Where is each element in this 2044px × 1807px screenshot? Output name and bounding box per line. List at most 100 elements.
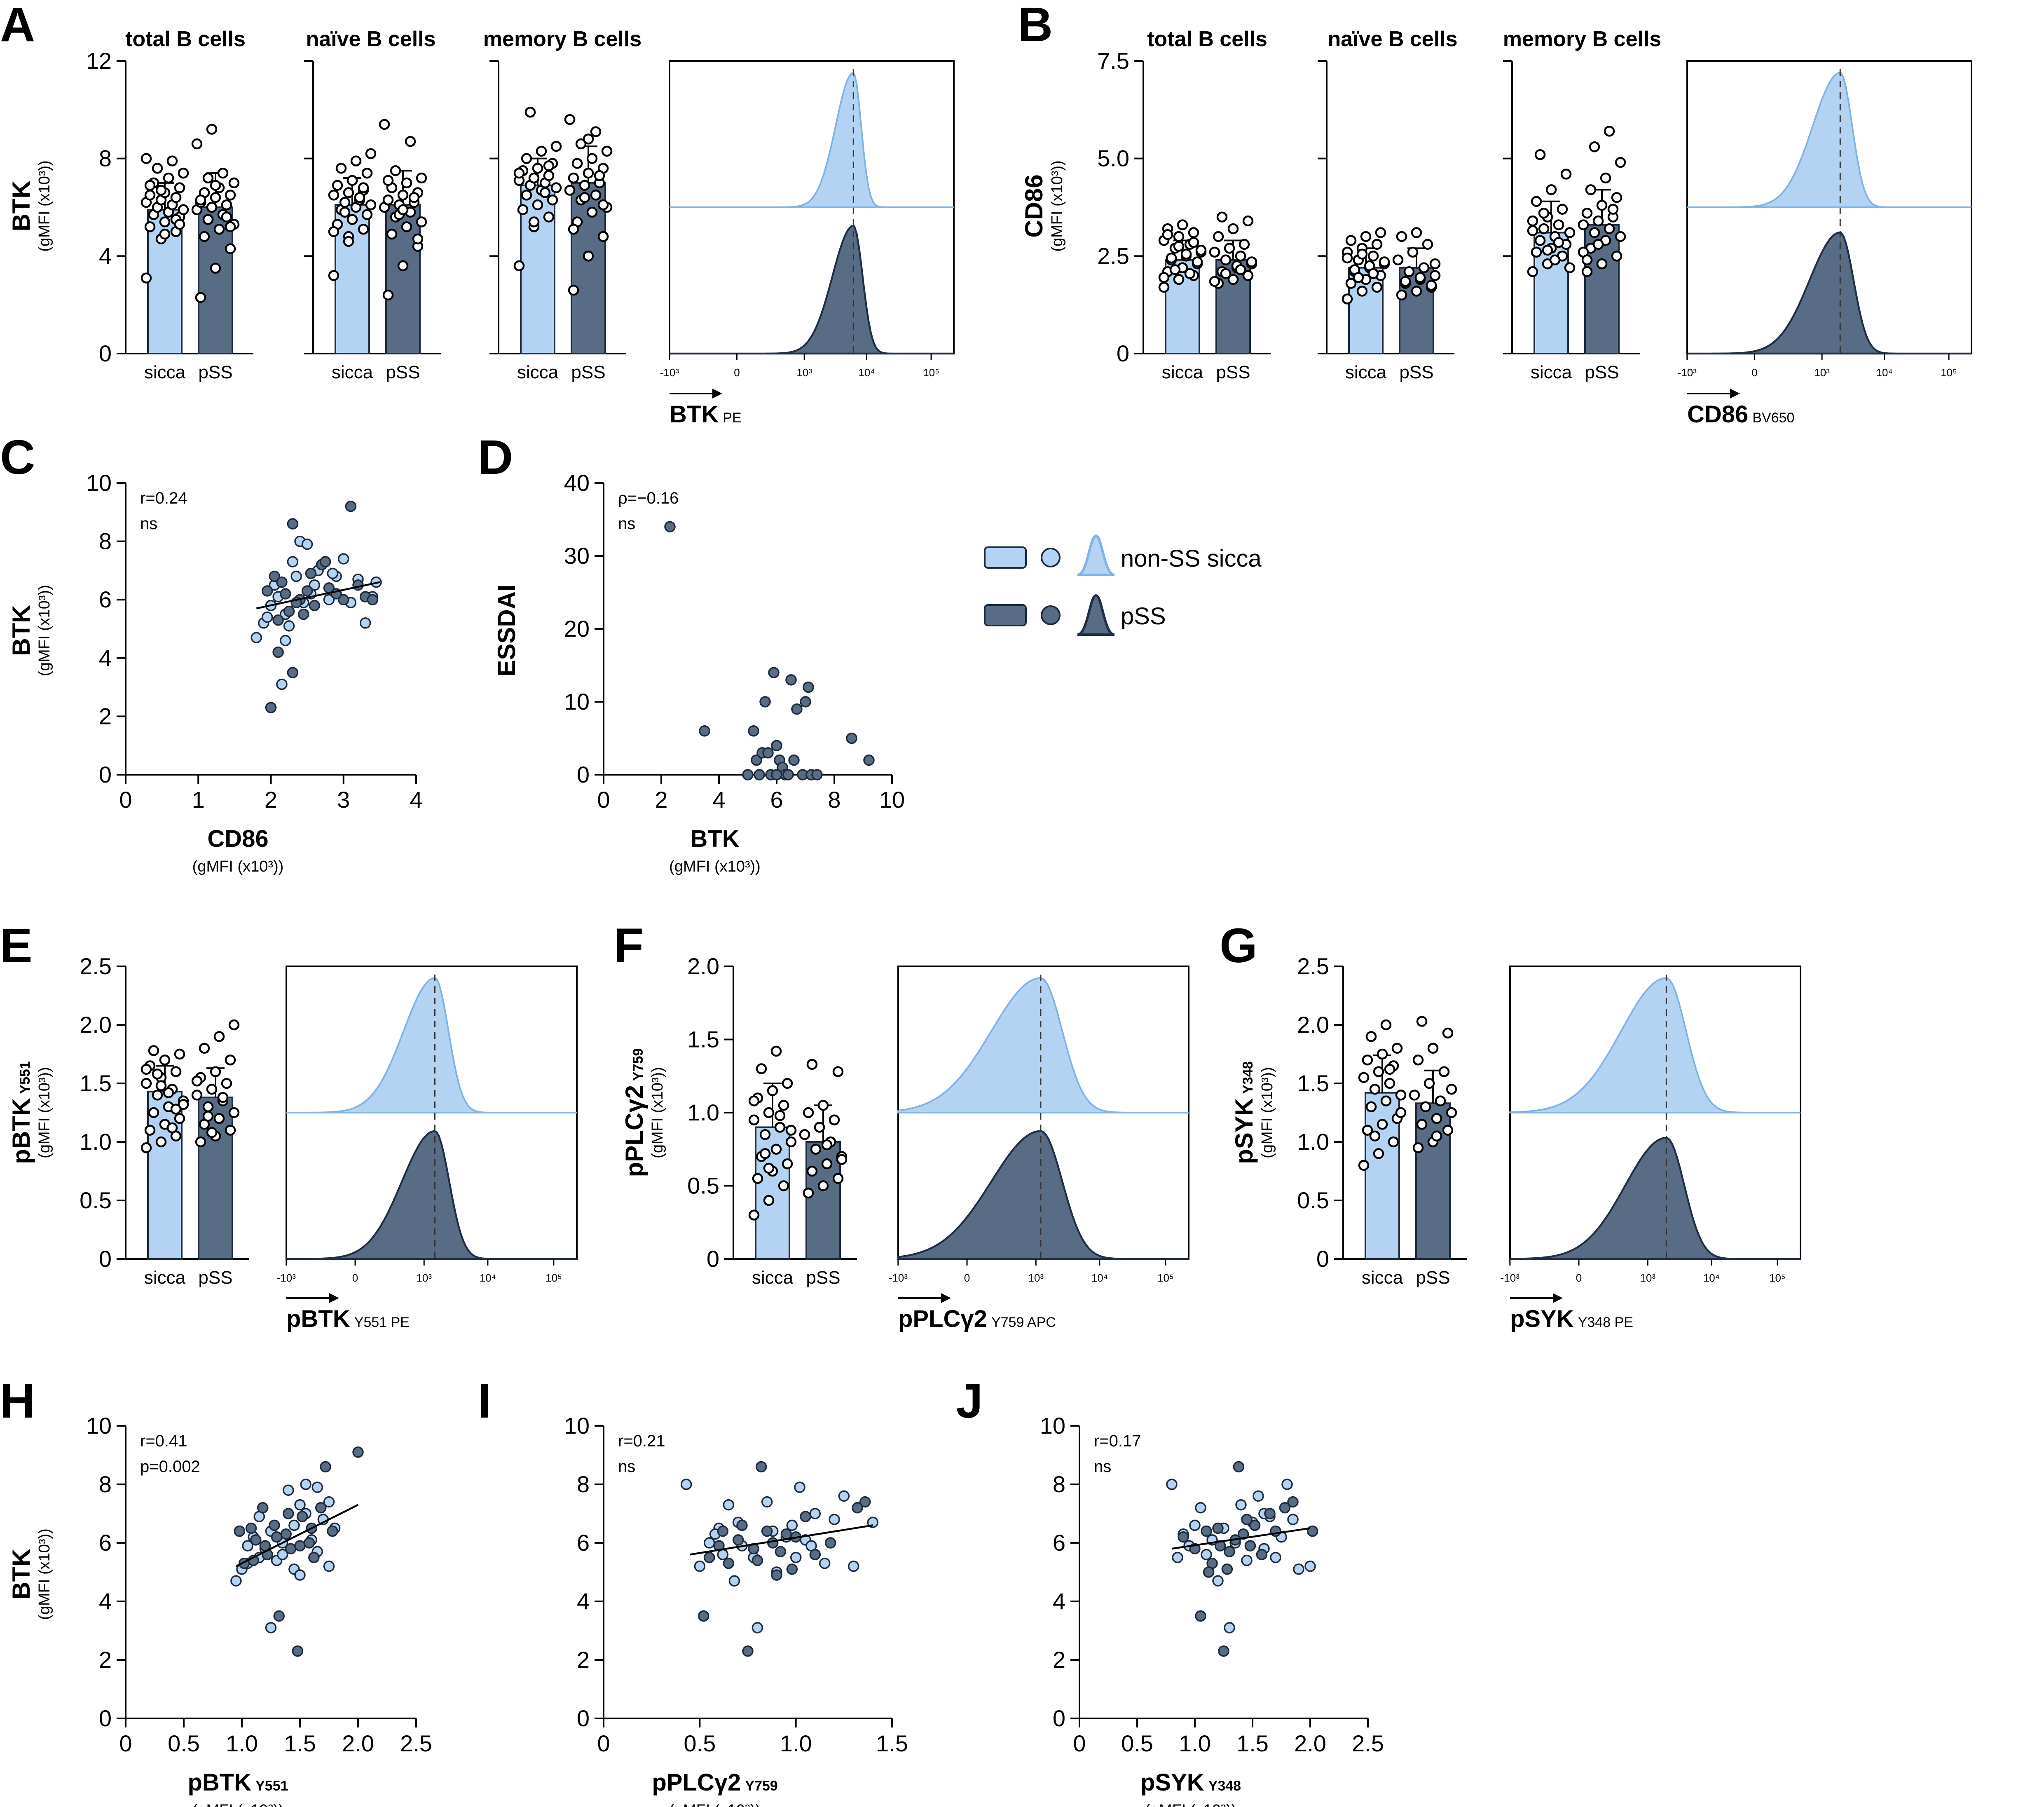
sicca-histogram — [1687, 72, 1971, 208]
pss-histogram — [1687, 232, 1971, 355]
data-point — [1188, 227, 1199, 238]
y-tick-label: 2.0 — [687, 953, 719, 979]
sicca-point — [1270, 1552, 1281, 1563]
data-point — [144, 1125, 156, 1136]
data-point — [579, 180, 590, 191]
y-axis-label: pPLCγ2Y759 — [620, 1048, 648, 1177]
panel-b-cd86-histogram: -10³ 0 10³ 10⁴ 10⁵ CD86 BV650 — [1678, 60, 1972, 428]
x-tick-label: 10⁴ — [1876, 366, 1892, 379]
data-point — [178, 1099, 189, 1110]
data-point — [1184, 268, 1196, 279]
data-point — [144, 190, 156, 201]
x-tick-label: 1.0 — [780, 1730, 812, 1756]
data-point — [1589, 227, 1600, 238]
pss-point — [780, 1528, 792, 1540]
data-point — [756, 1063, 767, 1074]
category-label: sicca — [1162, 362, 1203, 382]
data-point — [1527, 225, 1538, 237]
data-point — [159, 1054, 171, 1066]
pss-point — [846, 732, 857, 744]
data-point — [517, 204, 529, 216]
data-point — [148, 1107, 159, 1118]
sicca-point — [242, 1540, 253, 1552]
x-tick-label: -10³ — [660, 366, 679, 379]
data-point — [1422, 239, 1433, 250]
pss-point — [257, 1502, 269, 1514]
data-point — [228, 177, 240, 189]
data-point — [397, 204, 409, 216]
data-point — [532, 163, 543, 174]
pss-point — [698, 1610, 709, 1622]
data-point — [521, 153, 532, 164]
data-point — [339, 206, 351, 218]
pss-point — [771, 740, 782, 751]
pss-point — [296, 1511, 308, 1522]
pss-point — [352, 579, 364, 591]
data-point — [1384, 1078, 1395, 1089]
y-tick-label: 0 — [577, 1705, 590, 1731]
sicca-point — [752, 1622, 763, 1634]
data-point — [206, 202, 218, 213]
y-axis-label: ESSDAI — [493, 584, 520, 676]
data-point — [379, 119, 390, 130]
pss-point — [1233, 1461, 1245, 1473]
category-label: pSS — [198, 362, 232, 382]
data-point — [140, 153, 152, 164]
data-point — [217, 167, 229, 179]
x-tick-label: 0 — [119, 1730, 132, 1756]
pss-point — [280, 1528, 292, 1540]
pss-point — [1249, 1519, 1261, 1531]
x-axis-label: BTK PE — [670, 401, 742, 428]
data-point — [513, 260, 525, 272]
x-tick-label: 1.0 — [1179, 1730, 1211, 1756]
pss-point — [250, 1534, 262, 1546]
sicca-histogram — [1509, 977, 1800, 1113]
y-tick-label: 2.0 — [1297, 1012, 1329, 1038]
axis-arrow-head — [1553, 1293, 1563, 1303]
sicca-point — [1224, 1622, 1235, 1634]
y-axis-unit: (gMFI (x10³)) — [1259, 1067, 1276, 1158]
data-point — [397, 190, 409, 201]
data-point — [170, 1066, 182, 1077]
data-point — [782, 1158, 793, 1170]
sicca-point — [230, 1575, 242, 1587]
data-point — [339, 197, 351, 208]
y-tick-label: 1.5 — [687, 1027, 719, 1052]
data-point — [1581, 254, 1593, 266]
category-label: sicca — [517, 362, 559, 382]
data-point — [1362, 1054, 1373, 1066]
category-label: sicca — [332, 362, 373, 382]
bar-pss — [805, 1141, 841, 1260]
data-point — [799, 1129, 810, 1140]
sicca-point — [794, 1481, 805, 1493]
pss-point — [732, 1534, 744, 1546]
data-point — [568, 224, 579, 235]
data-point — [1375, 227, 1386, 238]
data-point — [1564, 262, 1576, 273]
pss-point — [234, 1525, 246, 1537]
panel-letter: J — [956, 1374, 983, 1428]
pss-point — [272, 614, 284, 626]
data-point — [140, 272, 152, 284]
sicca-point — [809, 1508, 821, 1519]
pss-point — [791, 703, 803, 715]
x-tick-label: 10³ — [1814, 366, 1830, 379]
category-label: pSS — [386, 362, 420, 382]
data-point — [583, 167, 594, 179]
data-point — [821, 1139, 833, 1151]
sicca-point — [1201, 1549, 1212, 1561]
data-point — [365, 199, 377, 211]
x-axis-unit: (gMFI (x10³)) — [669, 1802, 761, 1807]
pss-point — [748, 725, 759, 737]
x-axis-label: pPLCγ2 Y759 — [652, 1769, 777, 1796]
data-point — [159, 228, 171, 240]
x-tick-label: 10³ — [416, 1272, 432, 1284]
sicca-point — [327, 567, 339, 579]
data-point — [568, 172, 579, 184]
data-point — [803, 1107, 814, 1118]
data-point — [803, 1188, 814, 1199]
data-point — [1173, 241, 1185, 252]
x-tick-label: 10⁵ — [1769, 1272, 1786, 1284]
data-point — [202, 214, 214, 225]
data-point — [1373, 1148, 1384, 1159]
